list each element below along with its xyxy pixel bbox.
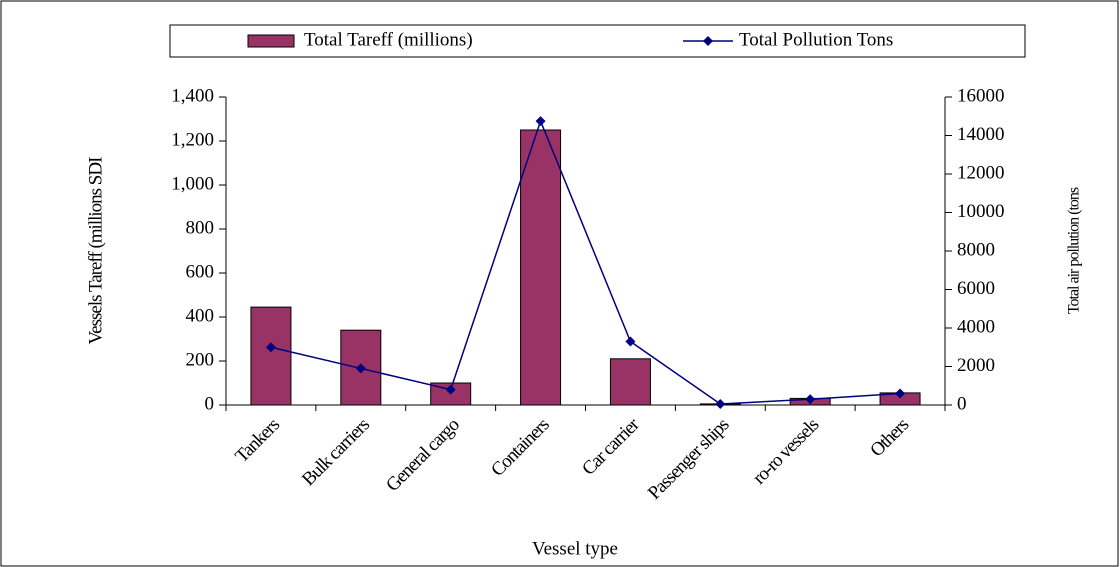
- y-tick-label: 1,400: [171, 85, 214, 106]
- y-tick-label: 800: [186, 217, 215, 238]
- y-tick-label: 600: [186, 261, 215, 282]
- y2-tick-label: 2000: [957, 355, 995, 376]
- y2-tick-label: 0: [957, 393, 967, 414]
- y2-tick-label: 4000: [957, 316, 995, 337]
- y-axis-label: Vessels Tareff (millions SDI: [85, 157, 106, 345]
- legend-marker: [703, 36, 713, 46]
- y-tick-label: 0: [205, 393, 215, 414]
- legend-label: Total Pollution Tons: [739, 29, 893, 50]
- x-axis-label: Vessel type: [532, 538, 618, 559]
- marker: [445, 384, 456, 395]
- y2-tick-label: 16000: [957, 85, 1005, 106]
- bar: [250, 306, 292, 406]
- bar: [609, 358, 651, 406]
- y2-axis-label: Total air pollution (tons: [1066, 187, 1083, 314]
- marker: [625, 336, 636, 347]
- legend-box: [169, 24, 1026, 58]
- y2-tick-label: 14000: [957, 124, 1005, 145]
- marker: [715, 399, 726, 410]
- line: [270, 118, 901, 405]
- legend-label: Total Tareff (millions): [304, 29, 473, 50]
- marker: [265, 342, 276, 353]
- y-tick-label: 200: [186, 349, 215, 370]
- y2-tick-label: 10000: [957, 201, 1005, 222]
- marker: [535, 116, 546, 127]
- bar: [520, 129, 562, 406]
- legend-swatch: [247, 34, 295, 48]
- y2-tick-label: 12000: [957, 162, 1005, 183]
- y-tick-label: 1,200: [171, 129, 214, 150]
- marker: [355, 363, 366, 374]
- marker: [805, 394, 816, 405]
- y2-tick-label: 6000: [957, 278, 995, 299]
- y2-tick-label: 8000: [957, 239, 995, 260]
- marker: [895, 388, 906, 399]
- y-tick-label: 1,000: [171, 173, 214, 194]
- y-tick-label: 400: [186, 305, 215, 326]
